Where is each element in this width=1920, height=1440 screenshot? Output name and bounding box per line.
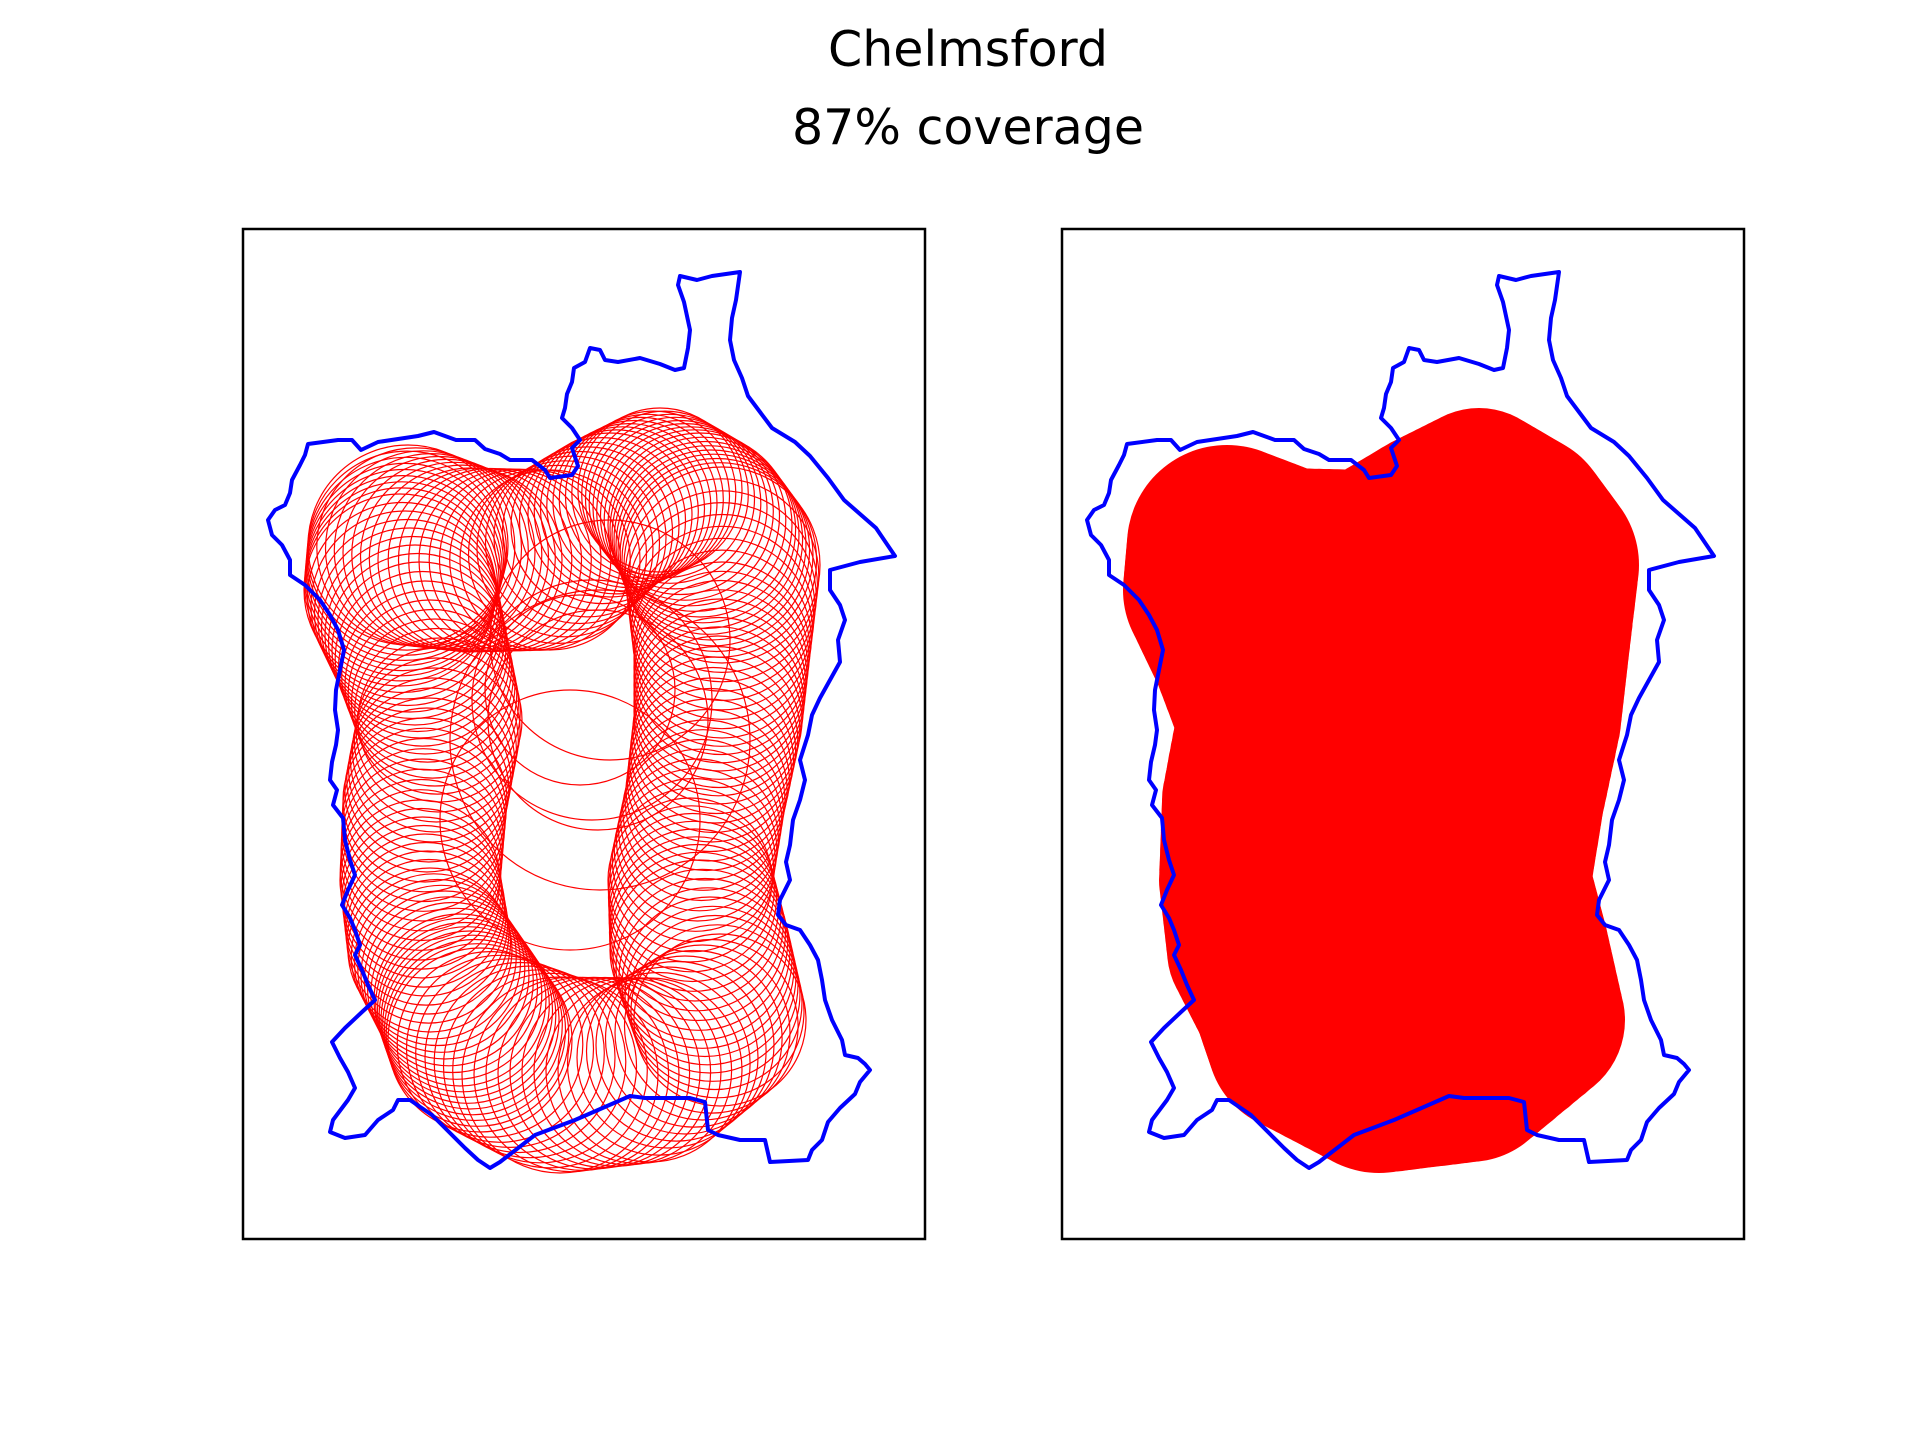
coverage-circle xyxy=(353,657,519,823)
map-panel-left xyxy=(241,227,927,1241)
coverage-circle xyxy=(596,422,774,601)
coverage-circle xyxy=(576,966,759,1149)
coverage-circle xyxy=(599,426,781,607)
coverage-circle xyxy=(623,466,821,664)
coverage-circle xyxy=(347,608,518,779)
coverage-circle xyxy=(619,457,814,653)
coverage-circle xyxy=(341,589,514,763)
coverage-circle xyxy=(334,570,511,747)
coverage-circle xyxy=(592,419,768,596)
coverage-circle xyxy=(633,933,807,1107)
figure-title: Chelmsford xyxy=(828,21,1108,78)
coverage-circle xyxy=(627,502,817,692)
coverage-circle xyxy=(615,449,807,641)
coverage-circle xyxy=(613,445,804,635)
coverage-circles-outlined xyxy=(303,407,821,1174)
coverage-circle xyxy=(609,436,797,624)
coverage-circle xyxy=(376,921,554,1099)
coverage-circle xyxy=(360,890,530,1060)
map-panel-right-content xyxy=(1085,270,1716,1173)
coverage-circle xyxy=(313,518,502,707)
coverage-circle xyxy=(611,440,800,630)
coverage-circle xyxy=(595,955,775,1135)
coverage-circle xyxy=(533,429,699,595)
coverage-circle xyxy=(584,413,756,584)
coverage-circle xyxy=(527,432,693,598)
coverage-circle xyxy=(375,917,550,1093)
coverage-circle xyxy=(609,859,791,1041)
coverage-circle xyxy=(620,738,783,902)
coverage-circle xyxy=(471,579,713,821)
coverage-circle xyxy=(518,436,687,605)
chelmsford-boundary xyxy=(1085,270,1716,1170)
coverage-circle xyxy=(306,456,506,656)
coverage-circle xyxy=(630,537,814,720)
coverage-circle xyxy=(612,868,793,1049)
coverage-circle xyxy=(484,455,661,631)
coverage-circle xyxy=(615,758,780,922)
coverage-circle xyxy=(304,474,502,672)
coverage-circles-filled xyxy=(1123,408,1639,1173)
coverage-circle xyxy=(571,410,737,576)
coverage-circle xyxy=(305,468,503,667)
coverage-circle xyxy=(604,949,783,1128)
coverage-circle xyxy=(306,450,508,651)
coverage-circle xyxy=(487,609,709,831)
coverage-circle xyxy=(363,896,534,1067)
map-panel-right xyxy=(1060,227,1746,1241)
coverage-circle xyxy=(632,549,812,730)
coverage-disc xyxy=(1126,451,1326,651)
coverage-circle xyxy=(357,884,526,1053)
coverage-circle xyxy=(566,971,751,1156)
coverage-circle xyxy=(303,493,497,687)
coverage-circle xyxy=(607,432,793,618)
coverage-circle xyxy=(324,544,506,726)
coverage-circle xyxy=(405,954,595,1143)
coverage-circle xyxy=(539,426,706,592)
coverage-circle xyxy=(614,944,791,1121)
coverage-circle xyxy=(577,407,743,573)
map-panel-left-content xyxy=(266,270,897,1174)
axes-frame-right xyxy=(1060,227,1746,1241)
coverage-circle xyxy=(304,481,500,677)
coverage-circle xyxy=(629,525,815,711)
coverage-circle xyxy=(439,689,701,951)
coverage-circle xyxy=(484,594,676,786)
coverage-circle xyxy=(331,561,509,739)
chelmsford-boundary xyxy=(266,270,897,1170)
coverage-circle xyxy=(624,478,820,673)
coverage-circle xyxy=(354,627,521,795)
coverage-circle xyxy=(617,453,811,647)
axes-frame-left xyxy=(241,227,927,1241)
coverage-circle xyxy=(357,637,523,803)
coverage-disc xyxy=(1269,600,1589,920)
coverage-circle xyxy=(305,462,505,662)
coverage-circle xyxy=(585,960,767,1142)
coverage-circle xyxy=(433,965,627,1159)
coverage-circle xyxy=(449,589,751,891)
figure-subtitle: 87% coverage xyxy=(792,99,1144,156)
coverage-circle xyxy=(588,416,762,590)
coverage-circle xyxy=(489,519,731,761)
